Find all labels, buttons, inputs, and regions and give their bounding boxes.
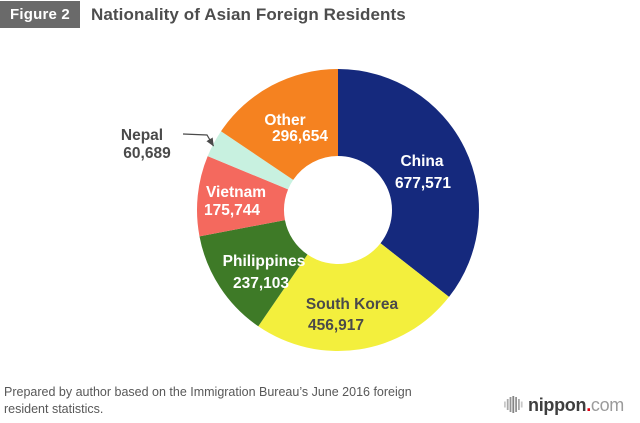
- nippon-logo: nippon.com: [503, 394, 624, 415]
- label-value-china: 677,571: [395, 175, 451, 192]
- label-name-philippines: Philippines: [223, 253, 306, 270]
- label-name-nepal: Nepal: [121, 127, 163, 144]
- label-name-china: China: [400, 153, 443, 170]
- donut-slices: [197, 69, 479, 351]
- label-value-vietnam: 175,744: [204, 202, 260, 219]
- logo-tld: com: [590, 394, 624, 415]
- label-value-south-korea: 456,917: [308, 317, 364, 334]
- figure-header: Figure 2 Nationality of Asian Foreign Re…: [0, 1, 406, 28]
- label-name-south-korea: South Korea: [306, 296, 399, 313]
- slice-china: [338, 69, 479, 297]
- logo-brand: nippon: [528, 394, 587, 415]
- nepal-leader-line: [182, 133, 215, 147]
- slice-south-korea: [258, 243, 450, 351]
- label-name-vietnam: Vietnam: [206, 184, 266, 201]
- slice-nepal: [207, 131, 294, 190]
- label-name-other: Other: [264, 112, 305, 129]
- label-value-nepal: 60,689: [123, 145, 171, 162]
- label-value-other: 296,654: [272, 128, 328, 145]
- slice-philippines: [199, 220, 308, 327]
- slice-other: [221, 69, 338, 180]
- source-note: Prepared by author based on the Immigrat…: [4, 385, 412, 416]
- figure-badge: Figure 2: [0, 1, 80, 28]
- logo-dot: .: [586, 394, 591, 415]
- figure-title: Nationality of Asian Foreign Residents: [90, 4, 406, 24]
- nippon-logo-text: nippon.com: [528, 395, 624, 415]
- label-value-philippines: 237,103: [233, 275, 289, 292]
- nippon-logo-icon: [504, 396, 523, 413]
- slice-labels: China 677,571 South Korea 456,917 Philippine…: [121, 112, 452, 334]
- slice-vietnam: [197, 156, 289, 237]
